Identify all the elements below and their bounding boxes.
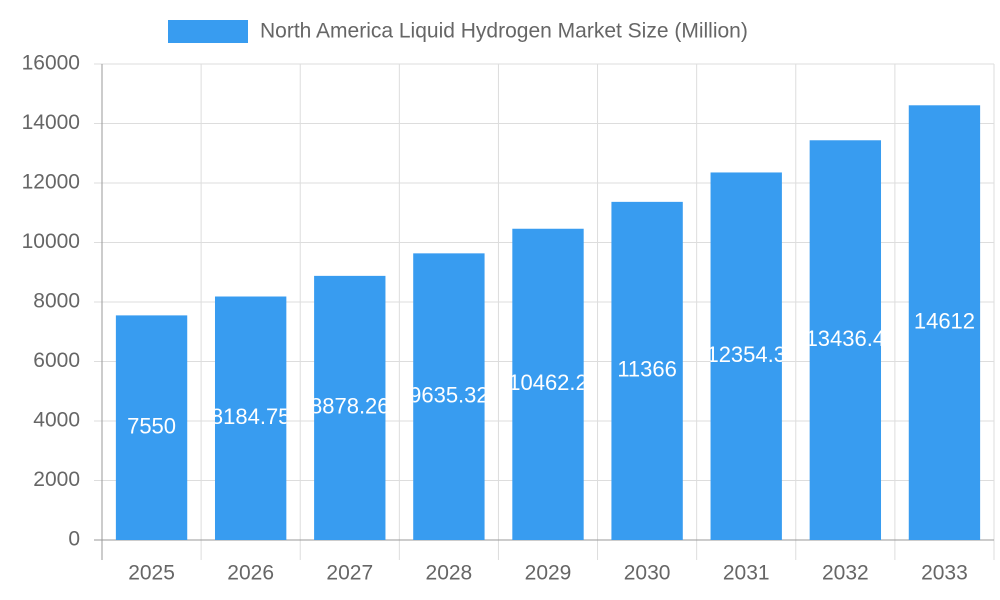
y-tick-label: 4000 — [33, 409, 80, 432]
y-tick-label: 0 — [68, 528, 80, 551]
x-tick-label: 2030 — [624, 562, 671, 585]
bar — [809, 140, 882, 541]
y-tick-label: 2000 — [33, 468, 80, 491]
y-tick-label: 12000 — [22, 171, 80, 194]
y-tick-label: 14000 — [22, 111, 80, 134]
value-label: 9635.32 — [409, 382, 489, 407]
bar — [214, 296, 287, 540]
x-tick-label: 2029 — [525, 562, 572, 585]
y-tick-label: 8000 — [33, 290, 80, 313]
value-label: 7550 — [127, 414, 176, 439]
value-label: 13436.4 — [806, 326, 886, 351]
bar — [314, 275, 386, 540]
bar — [710, 172, 782, 540]
x-tick-label: 2027 — [326, 562, 373, 585]
value-label: 14612 — [914, 308, 975, 333]
bar — [512, 228, 584, 540]
value-label: 12354.3 — [706, 342, 786, 367]
x-tick-label: 2031 — [723, 562, 770, 585]
value-label: 11366 — [617, 357, 677, 382]
value-label: 10462.2 — [508, 370, 588, 395]
y-tick-label: 16000 — [22, 52, 80, 75]
y-tick-label: 10000 — [22, 230, 80, 253]
value-label: 8184.75 — [211, 404, 291, 429]
bar — [611, 201, 683, 540]
bar — [115, 315, 188, 540]
x-tick-label: 2028 — [426, 562, 473, 585]
x-tick-label: 2026 — [227, 562, 274, 585]
bar — [413, 253, 485, 540]
y-tick-label: 6000 — [33, 349, 80, 372]
legend-label: North America Liquid Hydrogen Market Siz… — [260, 20, 748, 43]
x-tick-label: 2033 — [921, 562, 968, 585]
bar — [908, 105, 981, 540]
legend-swatch — [168, 20, 248, 43]
value-label: 8878.26 — [310, 394, 390, 419]
x-tick-label: 2032 — [822, 562, 869, 585]
x-tick-label: 2025 — [128, 562, 175, 585]
